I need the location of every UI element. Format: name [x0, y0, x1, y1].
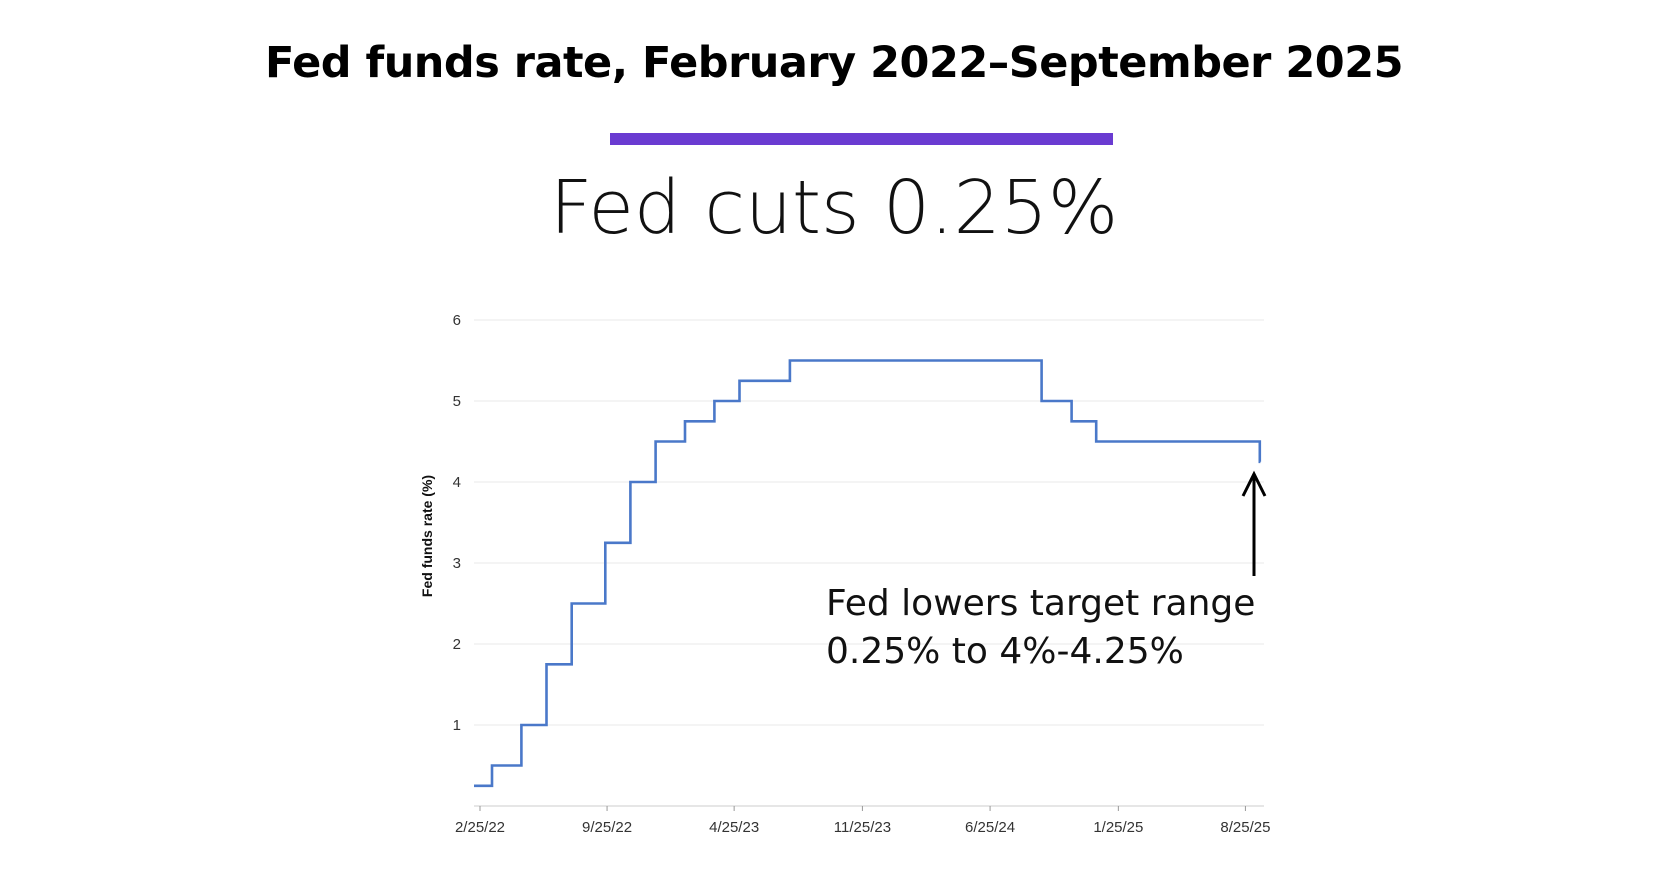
y-tick-label: 4: [453, 474, 461, 491]
axes: 1 2 3 4 5 6 2/25/22 9/25/22 4/25/23 11/25/23 6/25/…: [453, 312, 1271, 836]
series-layer: [474, 359, 1262, 788]
page-subtitle: Fed cuts 0.25%: [549, 165, 1119, 251]
y-tick-label: 6: [453, 312, 461, 329]
y-tick-label: 1: [453, 717, 461, 734]
annotation-line-1: Fed lowers target range: [826, 583, 1256, 624]
x-tick-label: 8/25/25: [1220, 819, 1270, 836]
y-tick-label: 5: [453, 393, 461, 410]
arrow-head-icon: [1241, 470, 1267, 497]
annotation-line-2: 0.25% to 4%-4.25%: [826, 631, 1184, 672]
annotation-arrow-layer: [1241, 470, 1267, 576]
x-tick-label: 2/25/22: [455, 819, 505, 836]
y-axis-label: Fed funds rate (%): [419, 475, 435, 597]
y-tick-label: 2: [453, 636, 461, 653]
annotation-text: Fed lowers target range 0.25% to 4%-4.25…: [826, 580, 1255, 676]
series-line: [474, 359, 1262, 788]
x-tick-label: 4/25/23: [709, 819, 759, 836]
x-tick-label: 11/25/23: [834, 819, 891, 836]
page-title: Fed funds rate, February 2022–September …: [264, 38, 1404, 88]
x-tick-label: 6/25/24: [965, 819, 1015, 836]
x-tick-label: 9/25/22: [582, 819, 632, 836]
y-tick-label: 3: [453, 555, 461, 572]
accent-bar: [610, 133, 1113, 145]
x-tick-label: 1/25/25: [1093, 819, 1143, 836]
